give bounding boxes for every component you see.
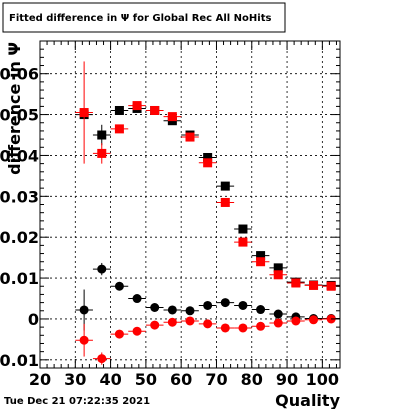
data-point [273,318,283,328]
data-point [203,319,213,329]
data-point [273,309,283,319]
series-layer [75,61,340,365]
data-point [185,316,195,326]
data-point [114,281,124,291]
x-tick-label: 80 [241,370,263,389]
data-point [273,270,283,280]
data-point [291,316,301,326]
x-axis-title: Quality [275,391,340,409]
data-point [114,124,124,134]
data-point [238,237,248,247]
data-point [97,148,107,158]
data-point [220,298,230,308]
data-point [309,280,319,290]
x-tick-label: 70 [205,370,227,389]
x-tick-label: 40 [99,370,121,389]
data-point [220,323,230,333]
data-point [256,321,266,331]
data-point [79,335,89,345]
data-point [238,224,248,234]
data-point [79,108,89,118]
data-point [150,303,160,313]
chart-title: Fitted difference in Ψ for Global Rec Al… [9,13,271,24]
data-point [185,132,195,142]
data-point [114,329,124,339]
series-square-red [75,61,340,291]
y-axis-title: difference in Ψ [5,42,24,175]
data-point [220,197,230,207]
data-point [150,320,160,330]
y-tick-label: 0.04 [0,146,39,165]
data-point [114,105,124,115]
data-point [326,281,336,291]
grid [40,41,340,368]
x-tick-label: 20 [29,370,51,389]
timestamp: Tue Dec 21 07:22:35 2021 [4,396,150,407]
data-point [203,158,213,168]
data-point [238,300,248,310]
y-tick-label: 0 [28,310,39,329]
data-point [97,354,107,364]
data-point [238,323,248,333]
data-point [220,181,230,191]
data-point [167,317,177,327]
data-point [256,257,266,267]
data-point [256,305,266,315]
data-point [132,326,142,336]
data-point [167,112,177,122]
axis-tick-labels: 20 30 40 50 60 70 80 90 100 -0.01 0 0.01 0.02 0.03 0.0… [0,65,339,389]
data-point [97,130,107,140]
y-tick-label: 0.01 [0,269,39,288]
series-circle-red [75,314,340,365]
data-point [309,315,319,325]
x-tick-label: 90 [276,370,298,389]
data-point [291,278,301,288]
x-tick-label: 100 [306,370,339,389]
data-point [132,294,142,304]
data-point [132,101,142,111]
data-point [167,305,177,315]
x-tick-label: 60 [170,370,192,389]
y-tick-label: 0.06 [0,65,39,84]
x-tick-label: 50 [135,370,157,389]
data-point [203,300,213,310]
y-tick-label: -0.01 [0,351,39,370]
data-point [256,251,266,261]
data-point [185,306,195,316]
axis-ticks [39,40,340,369]
y-tick-label: 0.02 [0,228,39,247]
chart-title-box: Fitted difference in Ψ for Global Rec Al… [2,2,286,33]
y-tick-label: 0.03 [0,187,39,206]
data-point [79,305,89,315]
x-tick-label: 30 [64,370,86,389]
data-point [273,263,283,273]
data-point [97,264,107,274]
data-point [150,105,160,115]
data-point [203,152,213,162]
y-tick-label: 0.05 [0,106,39,125]
